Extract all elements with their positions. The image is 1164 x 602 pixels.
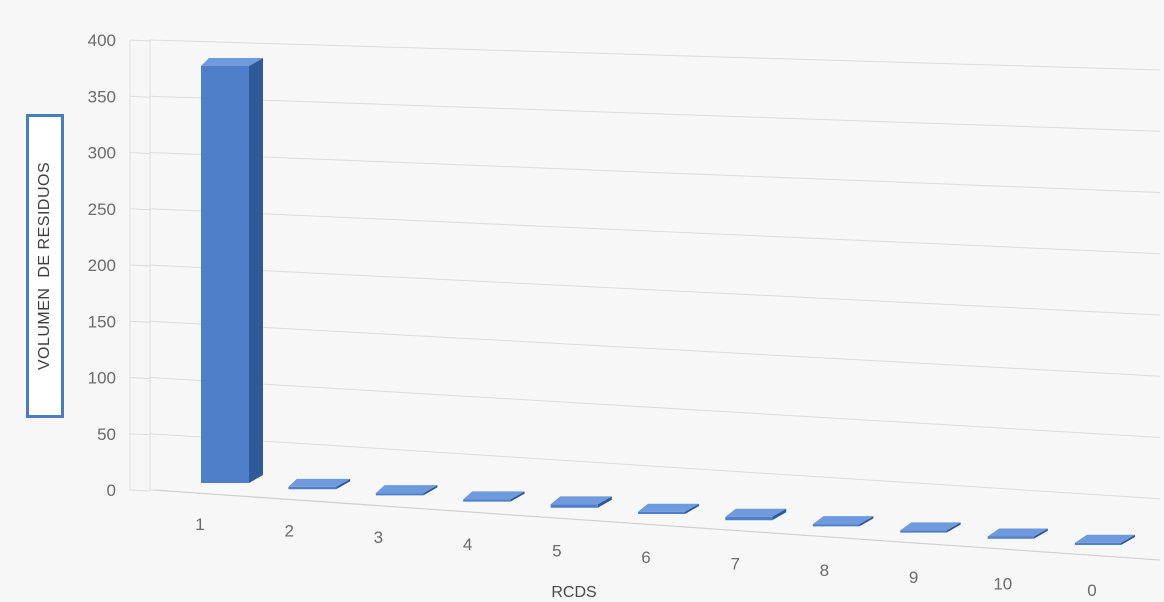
bar — [288, 478, 351, 490]
bar-top — [638, 503, 699, 512]
bar-side — [685, 503, 699, 514]
gridline — [149, 95, 1161, 132]
x-tick-label: 2 — [284, 522, 293, 541]
x-tick-label: 3 — [374, 528, 383, 547]
y-tick-label: 350 — [88, 87, 116, 106]
bar — [987, 528, 1048, 539]
gridline-wall — [129, 377, 151, 379]
x-tick-label: 4 — [463, 535, 472, 554]
gridline-wall — [129, 39, 151, 42]
bar-top — [288, 478, 351, 487]
bar — [1075, 534, 1135, 545]
bar-front — [900, 530, 947, 533]
bar-side — [1033, 528, 1048, 539]
x-tick-label: 0 — [1087, 581, 1096, 600]
y-axis-ticks: 0 50 100 150 200 250 300 350 400 — [88, 31, 116, 500]
gridline — [149, 152, 1161, 193]
bar — [463, 491, 525, 502]
bar-side — [510, 491, 525, 502]
bar-front — [725, 516, 773, 521]
bar — [812, 516, 874, 527]
bar-front — [638, 511, 685, 514]
x-tick-label: 1 — [195, 515, 204, 534]
y-tick-label: 50 — [97, 425, 116, 444]
bar-top — [900, 522, 961, 531]
bars — [201, 58, 1135, 545]
bar — [201, 58, 263, 483]
gridline — [149, 377, 1161, 438]
gridline-wall — [129, 489, 151, 492]
bar-side — [859, 516, 874, 527]
bar-top — [1075, 534, 1135, 543]
bar-side — [423, 485, 438, 496]
y-tick-label: 150 — [88, 312, 116, 331]
bar-side — [946, 522, 961, 533]
bar-side — [1121, 534, 1135, 545]
bar-top — [812, 516, 874, 525]
gridline-wall — [129, 95, 151, 98]
gridline — [149, 264, 1161, 316]
floor-line — [154, 489, 1161, 561]
bar-front — [375, 493, 424, 496]
bar — [550, 496, 612, 508]
bar-front — [463, 499, 511, 502]
gridline — [149, 39, 1161, 71]
gridline-wall — [129, 264, 151, 267]
bar-top — [375, 485, 438, 494]
bar — [375, 485, 438, 496]
x-tick-label: 5 — [552, 541, 561, 560]
y-tick-label: 250 — [88, 200, 116, 219]
bar-top — [463, 491, 525, 500]
x-tick-label: 10 — [993, 574, 1012, 593]
y-tick-label: 0 — [107, 481, 116, 500]
bar-front — [550, 504, 598, 508]
bar — [900, 522, 961, 533]
bar-side — [597, 496, 612, 508]
bar-front — [987, 536, 1034, 539]
x-tick-label: 9 — [909, 568, 918, 587]
y-axis-title: VOLUMEN DE RESIDUOS — [36, 161, 53, 371]
x-tick-label: 8 — [820, 561, 829, 580]
y-tick-label: 400 — [88, 31, 116, 50]
bar-front — [288, 486, 337, 490]
gridline — [149, 320, 1161, 377]
gridline-wall — [129, 152, 151, 154]
gridlines — [129, 39, 1161, 561]
gridline-wall — [129, 320, 151, 323]
y-tick-label: 300 — [88, 144, 116, 163]
bar — [725, 508, 787, 521]
bar-front — [1075, 542, 1121, 545]
bar — [638, 503, 699, 514]
gridline-wall — [129, 208, 151, 211]
bar-top — [550, 496, 612, 505]
bar-side — [249, 58, 263, 483]
bar-side — [772, 508, 787, 521]
x-tick-label: 7 — [730, 555, 739, 574]
gridline-wall — [129, 433, 151, 436]
bar-front — [201, 66, 249, 483]
bar-top — [987, 528, 1048, 537]
gridline — [149, 208, 1161, 255]
y-tick-label: 100 — [88, 369, 116, 388]
gridline — [149, 433, 1161, 500]
x-axis-ticks: 1 2 3 4 5 6 7 8 9 10 0 — [195, 515, 1096, 600]
y-tick-label: 200 — [88, 256, 116, 275]
bar-top — [201, 58, 263, 66]
bar-top — [725, 508, 787, 517]
y-axis-title-box: VOLUMEN DE RESIDUOS — [26, 114, 64, 418]
bar-front — [812, 524, 860, 527]
x-axis-title: RCDS — [551, 584, 596, 601]
bar-side — [336, 478, 351, 490]
x-tick-label: 6 — [641, 548, 650, 567]
